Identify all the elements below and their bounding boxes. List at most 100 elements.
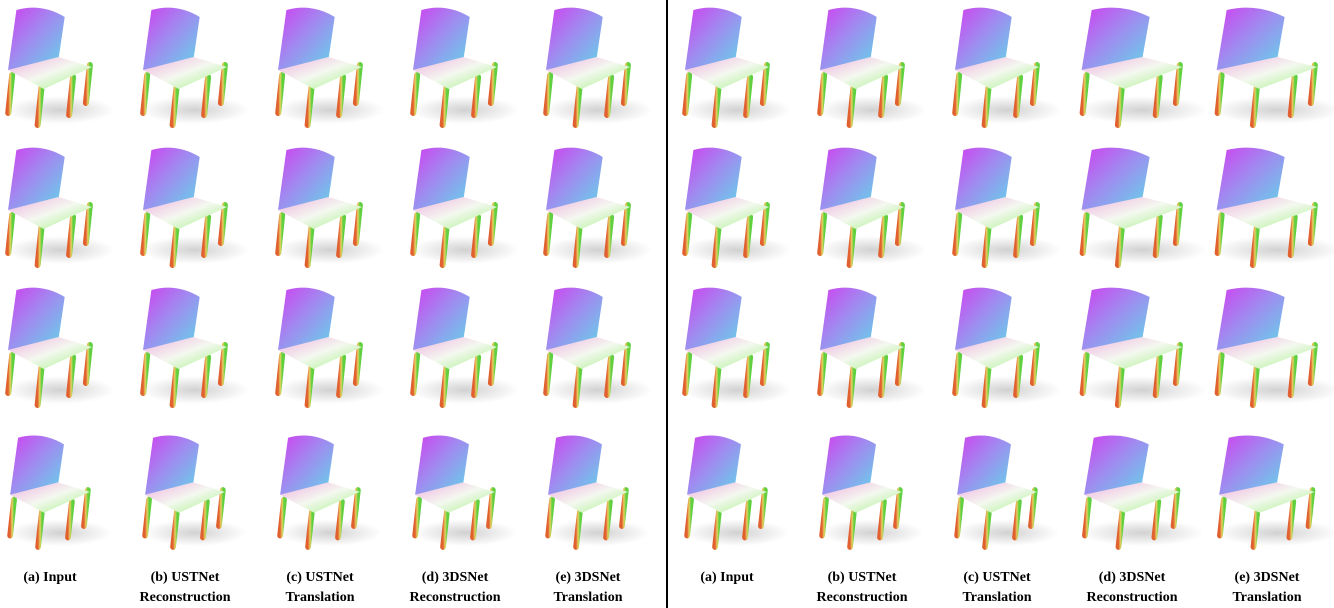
chair-leg — [142, 496, 152, 539]
chair-seat — [8, 337, 92, 369]
chair-leg — [952, 352, 963, 396]
chair-leg — [82, 62, 93, 106]
caption: Reconstruction — [1087, 590, 1178, 605]
chair-seat — [413, 197, 497, 229]
chair-leg — [1029, 342, 1040, 386]
chair-leg — [201, 214, 212, 258]
chair-leg — [1013, 354, 1024, 398]
chair-leg — [7, 496, 17, 539]
chair-back — [143, 147, 200, 210]
chair-leg — [140, 212, 151, 256]
chair-leg — [471, 74, 482, 118]
caption: (e) 3DSNet — [1235, 570, 1300, 585]
chair-seat — [685, 337, 769, 369]
chair-leg — [620, 342, 631, 386]
chair-leg — [1115, 508, 1126, 550]
shadow — [413, 519, 517, 547]
chair-leg — [878, 354, 889, 398]
chair-leg — [1079, 212, 1090, 256]
chair-leg — [304, 84, 315, 128]
chair-seat — [278, 57, 362, 89]
chair-seat — [820, 197, 904, 229]
chair-back — [1216, 287, 1285, 350]
chair-seat — [278, 197, 362, 229]
chair-leg — [893, 487, 903, 529]
chair-leg — [1217, 496, 1227, 539]
chair-seat — [687, 482, 767, 513]
shadow — [140, 236, 250, 264]
chair-leg — [5, 212, 16, 256]
shadow — [1211, 376, 1334, 404]
chair-leg — [277, 496, 287, 539]
chair-leg — [412, 496, 422, 539]
chair-leg — [572, 224, 583, 268]
caption: (d) 3DSNet — [1099, 570, 1166, 585]
chair-back — [10, 435, 64, 495]
shadow — [140, 376, 250, 404]
chair-leg — [817, 212, 828, 256]
chair-leg — [1151, 498, 1162, 541]
chair-back — [546, 7, 603, 70]
chair-seat — [1084, 482, 1180, 513]
chair-back — [1084, 435, 1149, 495]
chair-leg — [1029, 202, 1040, 246]
chair-leg — [545, 496, 555, 539]
chair-leg — [487, 202, 498, 246]
chair-seat — [1216, 337, 1318, 369]
shadow — [682, 376, 792, 404]
chair-leg — [1170, 487, 1181, 529]
chair-leg — [878, 214, 889, 258]
chair-leg — [5, 72, 16, 116]
chair-leg — [1307, 62, 1318, 106]
shadow — [820, 519, 924, 547]
chair-back — [546, 147, 603, 210]
shadow — [5, 236, 115, 264]
chair-leg — [1305, 487, 1316, 529]
chair-leg — [410, 72, 421, 116]
chair-leg — [1172, 342, 1183, 386]
shadow — [1211, 96, 1334, 124]
chair-back — [685, 7, 742, 70]
chair-back — [548, 435, 602, 495]
shadow — [543, 236, 653, 264]
chair-leg — [140, 352, 151, 396]
chair-leg — [275, 212, 286, 256]
chair-leg — [217, 342, 228, 386]
caption: Translation — [963, 590, 1032, 605]
shadow — [5, 96, 115, 124]
shadow — [685, 519, 789, 547]
chair-back — [1081, 147, 1150, 210]
chair-leg — [604, 214, 615, 258]
chair-leg — [1013, 74, 1024, 118]
chair-seat — [546, 337, 630, 369]
shadow — [952, 376, 1062, 404]
chair-back — [8, 7, 65, 70]
caption: (d) 3DSNet — [422, 570, 489, 585]
chair-leg — [1114, 364, 1125, 408]
chair-leg — [304, 224, 315, 268]
chair-leg — [140, 72, 151, 116]
chair-leg — [1082, 496, 1092, 539]
chair-leg — [543, 352, 554, 396]
chair-leg — [471, 354, 482, 398]
chair-leg — [410, 352, 421, 396]
chair-back — [143, 287, 200, 350]
chair-leg — [82, 202, 93, 246]
chair-leg — [336, 74, 347, 118]
chair-leg — [878, 74, 889, 118]
chair-leg — [619, 487, 629, 529]
chair-back — [1081, 287, 1150, 350]
caption: Translation — [554, 590, 623, 605]
chair-leg — [201, 74, 212, 118]
shadow — [1076, 376, 1208, 404]
chair-leg — [604, 74, 615, 118]
chair-leg — [169, 224, 180, 268]
chair-back — [1216, 7, 1285, 70]
shadow — [952, 236, 1062, 264]
chair-leg — [846, 224, 857, 268]
chair-seat — [143, 337, 227, 369]
shadow — [275, 96, 385, 124]
chair-back — [957, 435, 1011, 495]
chair-leg — [305, 508, 315, 550]
